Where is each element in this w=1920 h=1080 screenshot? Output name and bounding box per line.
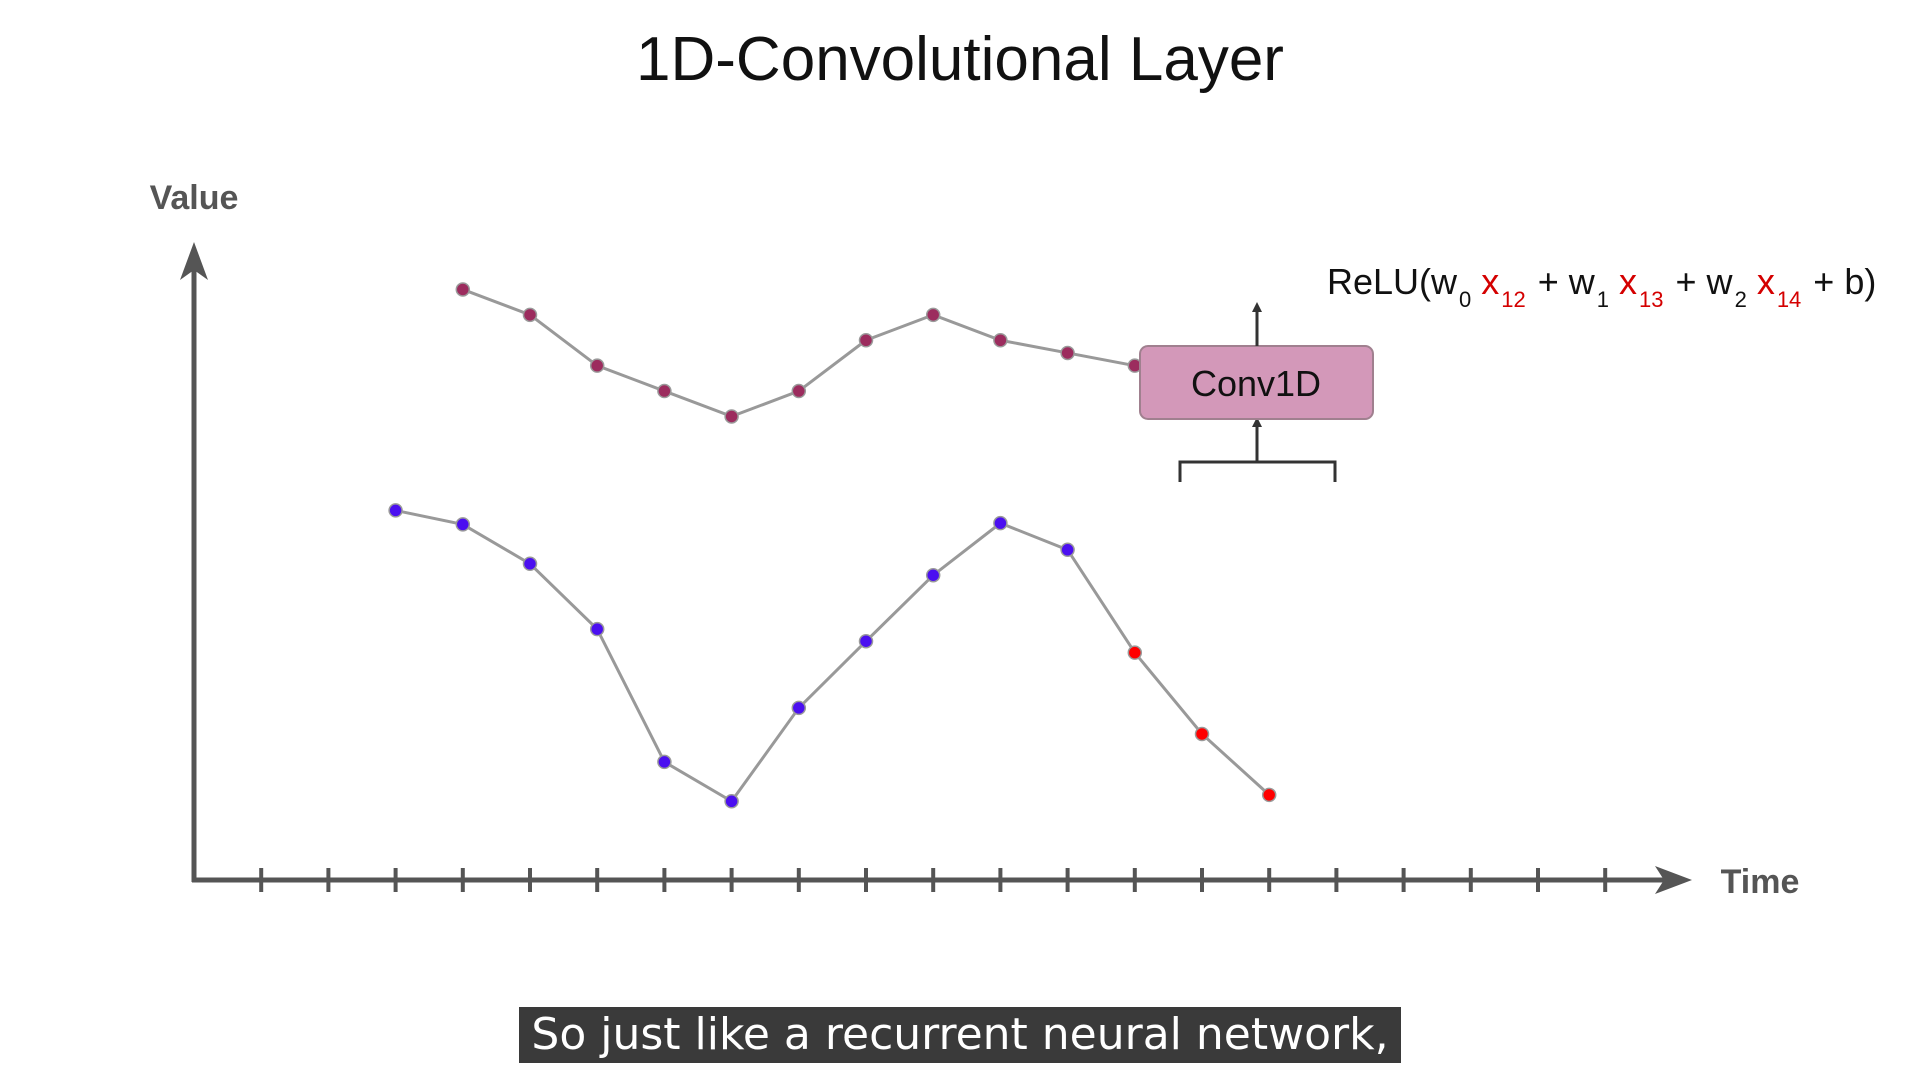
- window-bracket: [1178, 460, 1337, 482]
- formula-w0-sub: 0: [1459, 287, 1471, 312]
- output-point: [858, 333, 874, 348]
- subtitle-caption: So just like a recurrent neural network,: [0, 1007, 1920, 1063]
- subtitle-text: So just like a recurrent neural network,: [519, 1007, 1401, 1063]
- axes: [180, 242, 1692, 894]
- formula-plus-w2: + w: [1666, 261, 1734, 302]
- formula-x13: x: [1619, 261, 1637, 302]
- input-point: [993, 515, 1008, 531]
- output-point: [724, 409, 739, 424]
- output-point: [522, 307, 538, 323]
- formula-w1-sub: 1: [1597, 287, 1609, 312]
- input-point: [589, 621, 605, 637]
- input-point-highlighted: [1261, 787, 1277, 803]
- output-point: [791, 383, 807, 399]
- output-point: [455, 282, 471, 297]
- formula-x13-sub: 13: [1639, 287, 1663, 312]
- y-axis-arrow-icon: [180, 242, 208, 280]
- formula-plus-w1: + w: [1528, 261, 1596, 302]
- conv1d-label: Conv1D: [1191, 363, 1321, 404]
- formula-x14: x: [1757, 261, 1775, 302]
- relu-formula: ReLU(w0 x12 + w1 x13 + w2 x14 + b): [1327, 261, 1876, 312]
- formula-x12: x: [1481, 261, 1499, 302]
- input-point: [657, 754, 672, 770]
- y-axis-label: Value: [150, 179, 239, 217]
- input-series: [388, 503, 1277, 809]
- formula-x14-sub: 14: [1777, 287, 1801, 312]
- input-point: [1060, 542, 1075, 558]
- formula-prefix: ReLU(w: [1327, 261, 1458, 302]
- input-series-line: [395, 508, 1271, 804]
- input-point-highlighted: [1127, 645, 1143, 660]
- x-axis-arrow-icon: [1655, 866, 1692, 894]
- page-title: 1D-Convolutional Layer: [636, 25, 1284, 94]
- output-point: [589, 358, 605, 373]
- input-point: [388, 503, 403, 518]
- output-series-line: [462, 288, 1203, 419]
- x-axis-label: Time: [1721, 863, 1800, 901]
- conv1d-box: Conv1D: [1139, 345, 1374, 420]
- input-point: [522, 556, 538, 572]
- output-point: [993, 333, 1008, 348]
- input-point: [724, 794, 739, 809]
- x-axis-ticks: [259, 868, 1608, 892]
- formula-w2-sub: 2: [1735, 287, 1747, 312]
- input-point: [791, 700, 807, 716]
- formula-suffix: + b): [1803, 261, 1876, 302]
- input-point: [455, 517, 471, 532]
- output-point: [657, 383, 672, 399]
- output-point: [1060, 345, 1075, 361]
- input-point: [925, 567, 941, 583]
- input-point-highlighted: [1194, 726, 1210, 742]
- output-series: [455, 282, 1210, 424]
- output-point: [925, 307, 941, 323]
- input-point: [858, 633, 874, 649]
- formula-x12-sub: 12: [1501, 287, 1525, 312]
